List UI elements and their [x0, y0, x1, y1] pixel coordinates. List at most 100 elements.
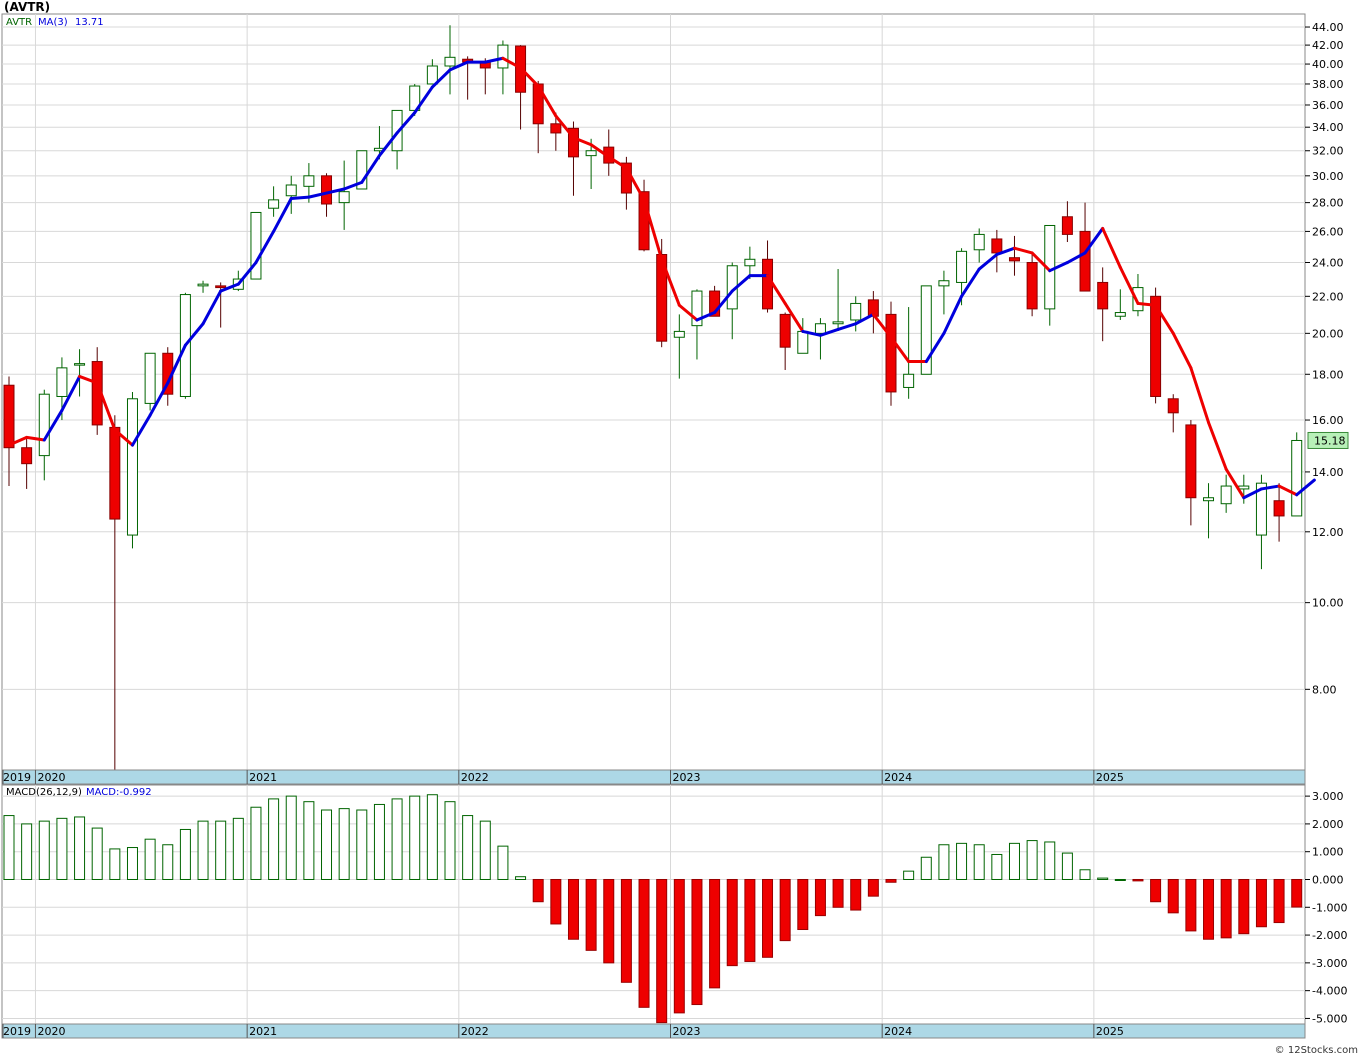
- macd-bar: [250, 806, 262, 880]
- candle-body: [762, 258, 774, 310]
- candle-body: [1079, 230, 1091, 292]
- macd-bar: [1167, 878, 1179, 914]
- macd-bar: [303, 801, 315, 880]
- last-price-label: 15.18: [1314, 434, 1346, 447]
- candle-body: [356, 150, 368, 190]
- macd-bar: [268, 798, 280, 880]
- candle-body: [850, 302, 862, 321]
- macd-bar: [1079, 869, 1091, 880]
- candle: [673, 314, 685, 379]
- macd-bar: [426, 794, 438, 880]
- macd-bar: [744, 878, 756, 962]
- macd-bar: [126, 847, 138, 880]
- macd-bar: [832, 878, 844, 908]
- ma3-segment: [483, 56, 505, 64]
- macd-bar: [1203, 878, 1215, 940]
- price-tick-label: 10.00: [1312, 597, 1344, 610]
- ma3-segment: [1154, 303, 1175, 335]
- price-tick-label: 42.00: [1312, 39, 1344, 52]
- ma3-segment: [1136, 301, 1158, 307]
- macd-bar: [726, 878, 738, 967]
- candle-body: [885, 313, 897, 393]
- candle-body: [144, 352, 156, 404]
- macd-bar: [797, 878, 809, 931]
- macd-tick-label: 1.000: [1312, 846, 1344, 859]
- price-tick-label: 38.00: [1312, 78, 1344, 91]
- macd-bar: [391, 798, 403, 880]
- macd-bar: [1185, 878, 1197, 932]
- candle-body: [1203, 497, 1215, 502]
- legend-symbol: AVTR: [6, 17, 32, 28]
- ma3-segment: [60, 374, 82, 412]
- candle: [1008, 235, 1020, 276]
- candle-body: [338, 191, 350, 204]
- ma3-segment: [1171, 331, 1193, 370]
- candle-body: [38, 393, 50, 457]
- price-tick-label: 40.00: [1312, 58, 1344, 71]
- macd-tick-label: -2.000: [1312, 929, 1347, 942]
- ma3-segment: [219, 282, 240, 293]
- macd-bar: [691, 878, 703, 1006]
- ma3-segment: [360, 154, 381, 184]
- ma3-segment: [7, 435, 29, 447]
- price-tick-label: 26.00: [1312, 225, 1344, 238]
- candle-body: [673, 330, 685, 338]
- macd-bar: [991, 853, 1003, 880]
- ma3-segment: [713, 289, 734, 315]
- chart-title: (AVTR): [4, 0, 51, 14]
- candle-body: [1132, 287, 1144, 312]
- macd-bar: [515, 876, 527, 880]
- price-tick-label: 24.00: [1312, 257, 1344, 270]
- price-tick-label: 28.00: [1312, 197, 1344, 210]
- ma3-segment: [448, 60, 470, 72]
- ma3-segment: [924, 331, 946, 364]
- candle-body: [1167, 398, 1179, 414]
- ma3-segment: [342, 180, 364, 191]
- candle: [973, 228, 985, 263]
- ma3-segment: [95, 381, 117, 432]
- ma3-segment: [677, 303, 699, 322]
- year-label: 2024: [884, 771, 912, 784]
- candle-body: [903, 373, 915, 388]
- candle: [391, 109, 403, 170]
- candle-body: [585, 150, 597, 157]
- macd-bar: [109, 848, 121, 880]
- candle: [126, 391, 138, 549]
- macd-bar: [1097, 877, 1109, 880]
- macd-bar: [373, 803, 385, 880]
- macd-legend-value: MACD:-0.992: [86, 787, 152, 798]
- macd-bar: [903, 870, 915, 880]
- candle-body: [814, 323, 826, 334]
- price-tick-label: 14.00: [1312, 466, 1344, 479]
- candle-body: [1238, 485, 1250, 490]
- ma3-segment: [960, 267, 981, 298]
- candle: [3, 376, 15, 487]
- macd-bar: [197, 820, 209, 880]
- ma3-segment: [1012, 246, 1034, 255]
- macd-year-band: [1, 1023, 1306, 1039]
- ma3-segment: [1048, 261, 1069, 273]
- candle: [285, 175, 297, 214]
- candle: [1291, 432, 1303, 517]
- candle-body: [1008, 257, 1020, 262]
- macd-bar: [1255, 878, 1267, 928]
- macd-bar: [162, 844, 174, 880]
- macd-bar: [356, 809, 368, 880]
- candle-body: [691, 290, 703, 327]
- macd-bar: [215, 820, 227, 880]
- price-tick-label: 18.00: [1312, 368, 1344, 381]
- year-label: 2023: [673, 1025, 701, 1038]
- macd-bar: [497, 845, 509, 880]
- ma3-segment: [1224, 467, 1246, 500]
- candle-body: [497, 44, 509, 69]
- ma3-segment: [889, 335, 911, 364]
- macd-bar: [1150, 878, 1162, 903]
- price-tick-label: 30.00: [1312, 170, 1344, 183]
- macd-bar: [656, 878, 668, 1024]
- ma3-segment: [1295, 478, 1316, 497]
- candle-body: [1273, 500, 1285, 517]
- ma3-segment: [377, 131, 399, 158]
- candle-body: [285, 184, 297, 197]
- macd-bar: [1114, 878, 1126, 881]
- price-tick-label: 8.00: [1312, 683, 1337, 696]
